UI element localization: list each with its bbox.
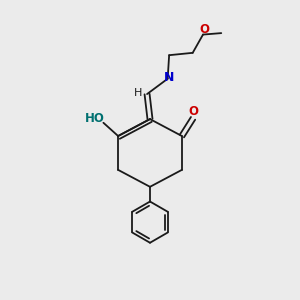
Text: N: N bbox=[164, 71, 174, 84]
Text: HO: HO bbox=[85, 112, 104, 125]
Text: O: O bbox=[188, 105, 198, 119]
Text: O: O bbox=[199, 23, 209, 36]
Text: H: H bbox=[134, 88, 142, 98]
